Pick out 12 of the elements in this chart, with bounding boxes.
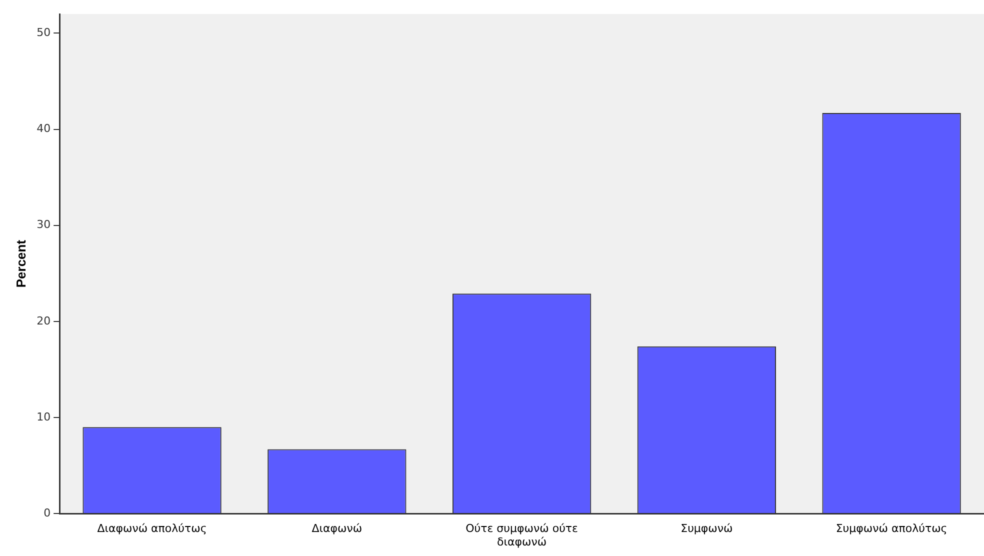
y-tick-label: 30 bbox=[36, 218, 51, 232]
y-axis-title: Percent bbox=[13, 239, 28, 288]
x-tick-label: Συμφωνώ bbox=[680, 522, 733, 536]
y-tick-label: 10 bbox=[36, 410, 51, 424]
x-tick-label: Διαφωνώ απολύτως bbox=[97, 522, 207, 536]
x-tick-label: Ούτε συμφωνώ ούτε διαφωνώ bbox=[466, 522, 578, 548]
x-tick-label: Συμφωνώ απολύτως bbox=[836, 522, 948, 536]
y-tick-label: 20 bbox=[36, 314, 51, 328]
y-tick-label: 40 bbox=[36, 122, 51, 136]
y-tick-label: 50 bbox=[36, 26, 51, 40]
y-tick-label: 0 bbox=[44, 506, 51, 520]
x-tick-label: Διαφωνώ bbox=[312, 522, 362, 536]
